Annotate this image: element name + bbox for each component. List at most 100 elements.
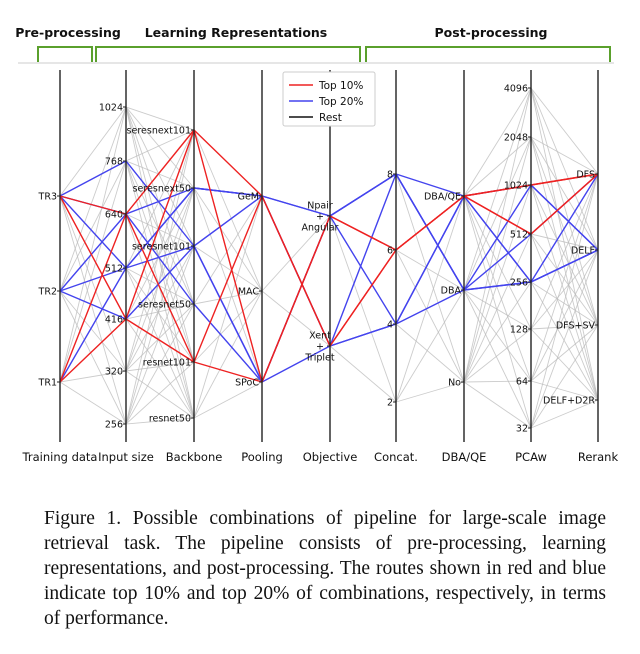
rest-route-segment: [125, 187, 195, 372]
rest-route-segment: [463, 281, 532, 383]
tick-label-backbone-resnet101: resnet101: [143, 358, 191, 369]
rest-route-segment: [125, 245, 195, 372]
tick-label-concat-8: 8: [387, 170, 393, 181]
rest-route-segment: [59, 160, 127, 383]
legend-label-top20: Top 20%: [318, 96, 363, 108]
rest-route-segment: [530, 136, 599, 401]
stage-headers: Pre-processing Learning Representations Po…: [15, 25, 611, 62]
rest-route-segment: [530, 136, 599, 326]
axis-name-backbone: Backbone: [166, 450, 223, 464]
rest-route-segment: [125, 106, 195, 247]
rest-route-segment: [125, 129, 195, 162]
tick-label-concat-2: 2: [387, 398, 393, 409]
rest-route-segment: [530, 87, 599, 251]
rest-route-segment: [530, 281, 599, 401]
axis-name-rerank: Rerank: [578, 450, 619, 464]
tick-label-size-1024: 1024: [99, 103, 123, 114]
rest-route-segment: [59, 290, 127, 372]
axis-names: Training data Input size Backbone Pooling Ob…: [22, 450, 619, 464]
stage-label-post: Post-processing: [435, 25, 548, 40]
tick-label-rerank-dfs-sv: DFS+SV: [556, 321, 596, 332]
rest-route-segment: [530, 173, 599, 429]
rest-route-segment: [395, 195, 465, 403]
rest-route-segment: [261, 215, 331, 292]
rest-route-segment: [193, 290, 263, 419]
tick-label-pcaw-128: 128: [510, 325, 528, 336]
tick-label-train-tr3: TR3: [38, 192, 57, 203]
rest-route-segment: [463, 87, 532, 291]
tick-label-pcaw-512: 512: [510, 230, 528, 241]
tick-label-rerank-delf-d2r: DELF+D2R: [543, 396, 595, 407]
tick-label-pool-gem: GeM: [238, 192, 259, 203]
rest-route-segment: [125, 361, 195, 372]
rest-route-segment: [125, 129, 195, 269]
rest-route-segment: [530, 233, 599, 326]
axis-name-pcaw: PCAw: [515, 450, 547, 464]
rest-route-segment: [463, 136, 532, 197]
rest-route-segment: [530, 173, 599, 330]
rest-route-segment: [329, 215, 397, 403]
rest-route-segment: [463, 195, 532, 429]
rest-route-segment: [530, 87, 599, 326]
rest-route-segment: [530, 136, 599, 175]
rest-route-segment: [125, 129, 195, 372]
rest-route-segment: [193, 245, 263, 292]
rest-route-segment: [125, 303, 195, 372]
axis-name-size: Input size: [98, 450, 154, 464]
rest-route-segment: [463, 233, 532, 383]
rest-route-segment: [59, 195, 127, 372]
rest-route-segment: [395, 249, 465, 291]
tick-label-dba-dba-qe: DBA/QE: [424, 192, 461, 203]
rest-route-segment: [59, 381, 127, 425]
rest-route-segment: [395, 323, 465, 383]
rest-route-segment: [59, 160, 127, 292]
tick-labels: TR1 TR2 TR3 256 320 416 512 640 768 1024 resnet50 r…: [38, 84, 598, 435]
tick-label-backbone-seresnext101: seresnext101: [127, 126, 191, 137]
rest-route-segment: [530, 324, 599, 382]
rest-route-segment: [530, 249, 599, 382]
tick-label-size-512: 512: [105, 264, 123, 275]
tick-label-dba-dba: DBA: [441, 286, 462, 297]
rest-route-segment: [125, 106, 195, 363]
tick-label-size-256: 256: [105, 420, 123, 431]
rest-route-segment: [193, 290, 263, 305]
tick-label-train-tr2: TR2: [38, 287, 57, 298]
rest-route-segment: [530, 184, 599, 326]
rest-route-segment: [125, 160, 195, 305]
rest-route-segment: [125, 106, 195, 419]
axis-name-pool: Pooling: [241, 450, 283, 464]
axis-name-train: Training data: [22, 450, 98, 464]
tick-label-size-640: 640: [105, 210, 123, 221]
legend: Top 10% Top 20% Rest: [282, 71, 376, 127]
rest-route-segment: [193, 290, 263, 363]
rest-route-segment: [125, 187, 195, 425]
rest-route-segment: [125, 267, 195, 305]
rest-route-segment: [59, 106, 127, 197]
rest-route-segment: [125, 245, 195, 425]
rest-route-segment: [463, 289, 532, 330]
tick-label-pool-mac: MAC: [238, 287, 260, 298]
rest-route-segment: [463, 381, 532, 429]
stage-bracket-post: [365, 46, 611, 62]
tick-label-pcaw-2048: 2048: [504, 133, 528, 144]
tick-label-pcaw-64: 64: [516, 377, 528, 388]
tick-label-backbone-seresnext50: seresnext50: [133, 184, 191, 195]
rest-route-segment: [193, 187, 263, 383]
tick-label-pcaw-32: 32: [516, 424, 528, 435]
rest-route-segment: [329, 345, 397, 403]
caption-text: Possible combinations of pipeline for la…: [44, 508, 607, 629]
rest-route-segment: [125, 318, 195, 419]
rest-route-segment: [125, 361, 195, 425]
tick-label-dba-no: No: [448, 378, 461, 389]
rest-route-segment: [530, 324, 599, 330]
rest-route-segment: [530, 328, 599, 401]
rest-route-segment: [125, 303, 195, 425]
rest-route-segment: [463, 136, 532, 291]
rest-route-segment: [125, 213, 195, 247]
rest-route-segment: [463, 380, 532, 383]
rest-route-segment: [125, 160, 195, 189]
tick-label-obj-npair-angular: Npair + Angular: [302, 201, 339, 234]
pipeline-figure: Pre-processing Learning Representations Po…: [15, 25, 619, 464]
tick-label-backbone-seresnet50: seresnet50: [138, 300, 191, 311]
tick-label-size-768: 768: [105, 157, 123, 168]
